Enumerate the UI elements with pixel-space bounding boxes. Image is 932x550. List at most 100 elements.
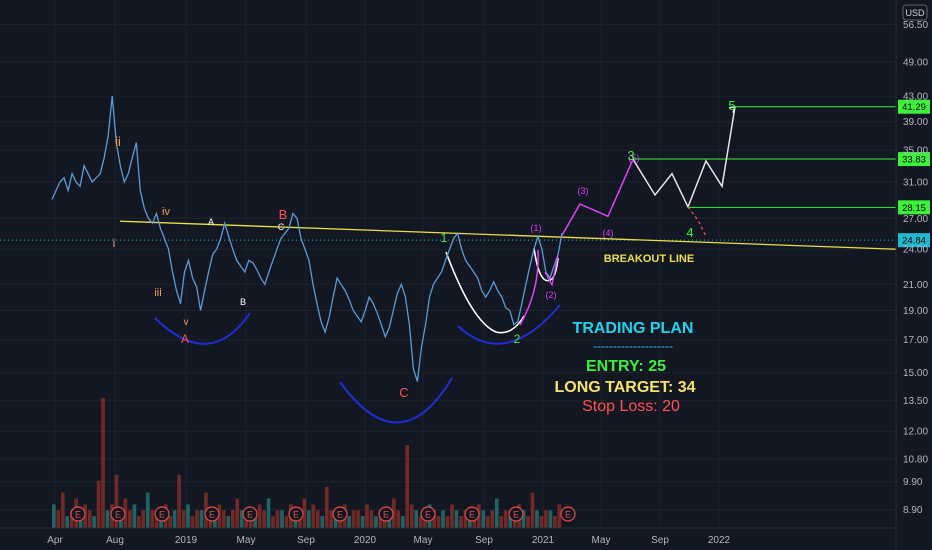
projection-wave-2 bbox=[544, 254, 559, 287]
volume-bar bbox=[307, 510, 311, 528]
volume-bar bbox=[441, 510, 445, 528]
earnings-circle bbox=[288, 506, 304, 522]
y-tick-label: 10.80 bbox=[903, 454, 928, 465]
earnings-circle bbox=[332, 506, 348, 522]
wave-label: (4) bbox=[603, 228, 614, 238]
x-tick-label: 2021 bbox=[532, 535, 555, 546]
wave-label: C bbox=[278, 222, 285, 232]
volume-bar bbox=[347, 516, 351, 528]
grid bbox=[0, 0, 896, 528]
earnings-marker: E bbox=[154, 506, 170, 522]
earnings-circle bbox=[110, 506, 126, 522]
volume-bar bbox=[333, 516, 338, 528]
target_low-badge bbox=[898, 200, 930, 215]
wave-label: 4 bbox=[686, 225, 693, 240]
volume-bar bbox=[490, 510, 495, 528]
target-lines: 41.29 33.83 28.15 24.84 bbox=[0, 99, 930, 248]
volume-bar bbox=[526, 516, 530, 528]
earnings-marker: E bbox=[242, 506, 258, 522]
breakout-label: BREAKOUT LINE bbox=[604, 253, 694, 265]
volume-bar bbox=[271, 516, 275, 528]
x-tick-label: 2020 bbox=[354, 535, 377, 546]
volume-bar bbox=[168, 516, 172, 528]
volume-bar bbox=[409, 504, 414, 528]
projection-arrow bbox=[728, 105, 736, 113]
volume-bar bbox=[329, 510, 334, 528]
volume-bar bbox=[132, 504, 137, 528]
x-tick-label: May bbox=[592, 535, 611, 546]
target_high-badge bbox=[898, 99, 930, 114]
volume-bar bbox=[365, 504, 369, 528]
earnings-circle bbox=[464, 506, 480, 522]
volume-bar bbox=[222, 510, 226, 528]
target_high-label: 41.29 bbox=[902, 102, 926, 113]
volume-bar bbox=[195, 510, 199, 528]
volume-bar bbox=[96, 480, 101, 528]
volume-bar bbox=[213, 516, 217, 528]
breakout-group bbox=[119, 220, 897, 250]
volume-bar bbox=[530, 492, 535, 528]
volume-bar bbox=[535, 510, 539, 528]
volume-bar bbox=[418, 516, 423, 528]
volume-bar bbox=[311, 504, 316, 528]
volume-bar bbox=[436, 516, 441, 528]
volume-bar bbox=[557, 504, 562, 528]
earnings-letter: E bbox=[469, 510, 475, 520]
currency-badge[interactable]: USD bbox=[902, 4, 928, 21]
volume-bar bbox=[383, 516, 387, 528]
volume-bar bbox=[548, 510, 553, 528]
earnings-letter: E bbox=[425, 510, 431, 520]
volume-bar bbox=[235, 498, 240, 528]
earnings-circle bbox=[378, 506, 394, 522]
wave-label: 5 bbox=[728, 98, 735, 113]
volume-bar bbox=[553, 516, 557, 528]
earnings-marker: E bbox=[508, 506, 524, 522]
wave-label: iii bbox=[154, 287, 161, 299]
volume-bar bbox=[190, 516, 195, 528]
volume-bar bbox=[230, 510, 235, 528]
volume-bar bbox=[177, 474, 181, 528]
earnings-letter: E bbox=[115, 510, 121, 520]
projection-wave-1 bbox=[519, 249, 539, 326]
volume-bar bbox=[114, 474, 119, 528]
plan-stop: Stop Loss: 20 bbox=[582, 398, 680, 415]
y-tick-label: 15.00 bbox=[903, 368, 928, 379]
wave-label: ii bbox=[115, 134, 121, 149]
earnings-letter: E bbox=[75, 510, 81, 520]
y-tick-label: 24.00 bbox=[903, 245, 928, 256]
wave-label: (1) bbox=[531, 223, 542, 233]
volume-bar bbox=[351, 510, 356, 528]
volume-bar bbox=[450, 504, 454, 528]
volume-bar bbox=[186, 504, 190, 528]
volume-bar bbox=[432, 510, 436, 528]
target_mid-label: 33.83 bbox=[902, 155, 926, 166]
volume-bar bbox=[472, 516, 477, 528]
plan-entry: ENTRY: 25 bbox=[586, 358, 666, 375]
volume-bar bbox=[499, 516, 504, 528]
bowl-curves bbox=[154, 247, 561, 424]
volume-bar bbox=[101, 398, 105, 528]
earnings-letter: E bbox=[293, 510, 299, 520]
volume-bar bbox=[154, 516, 159, 528]
earnings-marker: E bbox=[204, 506, 220, 522]
earnings-letter: E bbox=[159, 510, 165, 520]
plan-target: LONG TARGET: 34 bbox=[554, 379, 695, 396]
volume-bar bbox=[128, 510, 132, 528]
x-tick-label: Sep bbox=[297, 535, 315, 546]
earnings-letter: E bbox=[513, 510, 519, 520]
earnings-circle bbox=[420, 506, 436, 522]
wave-label: B bbox=[240, 297, 246, 307]
y-tick-label: 49.00 bbox=[903, 57, 928, 68]
wave-label: 1 bbox=[441, 231, 448, 245]
volume-bar bbox=[141, 510, 146, 528]
volume-bar bbox=[60, 492, 65, 528]
wave-label: i bbox=[113, 236, 116, 250]
volume-bar bbox=[360, 516, 365, 528]
volume-bar bbox=[105, 510, 110, 528]
cup-white bbox=[445, 251, 525, 334]
trading-plan: BREAKOUT LINE TRADING PLAN -------------… bbox=[554, 253, 695, 415]
earnings-marker: E bbox=[378, 506, 394, 522]
